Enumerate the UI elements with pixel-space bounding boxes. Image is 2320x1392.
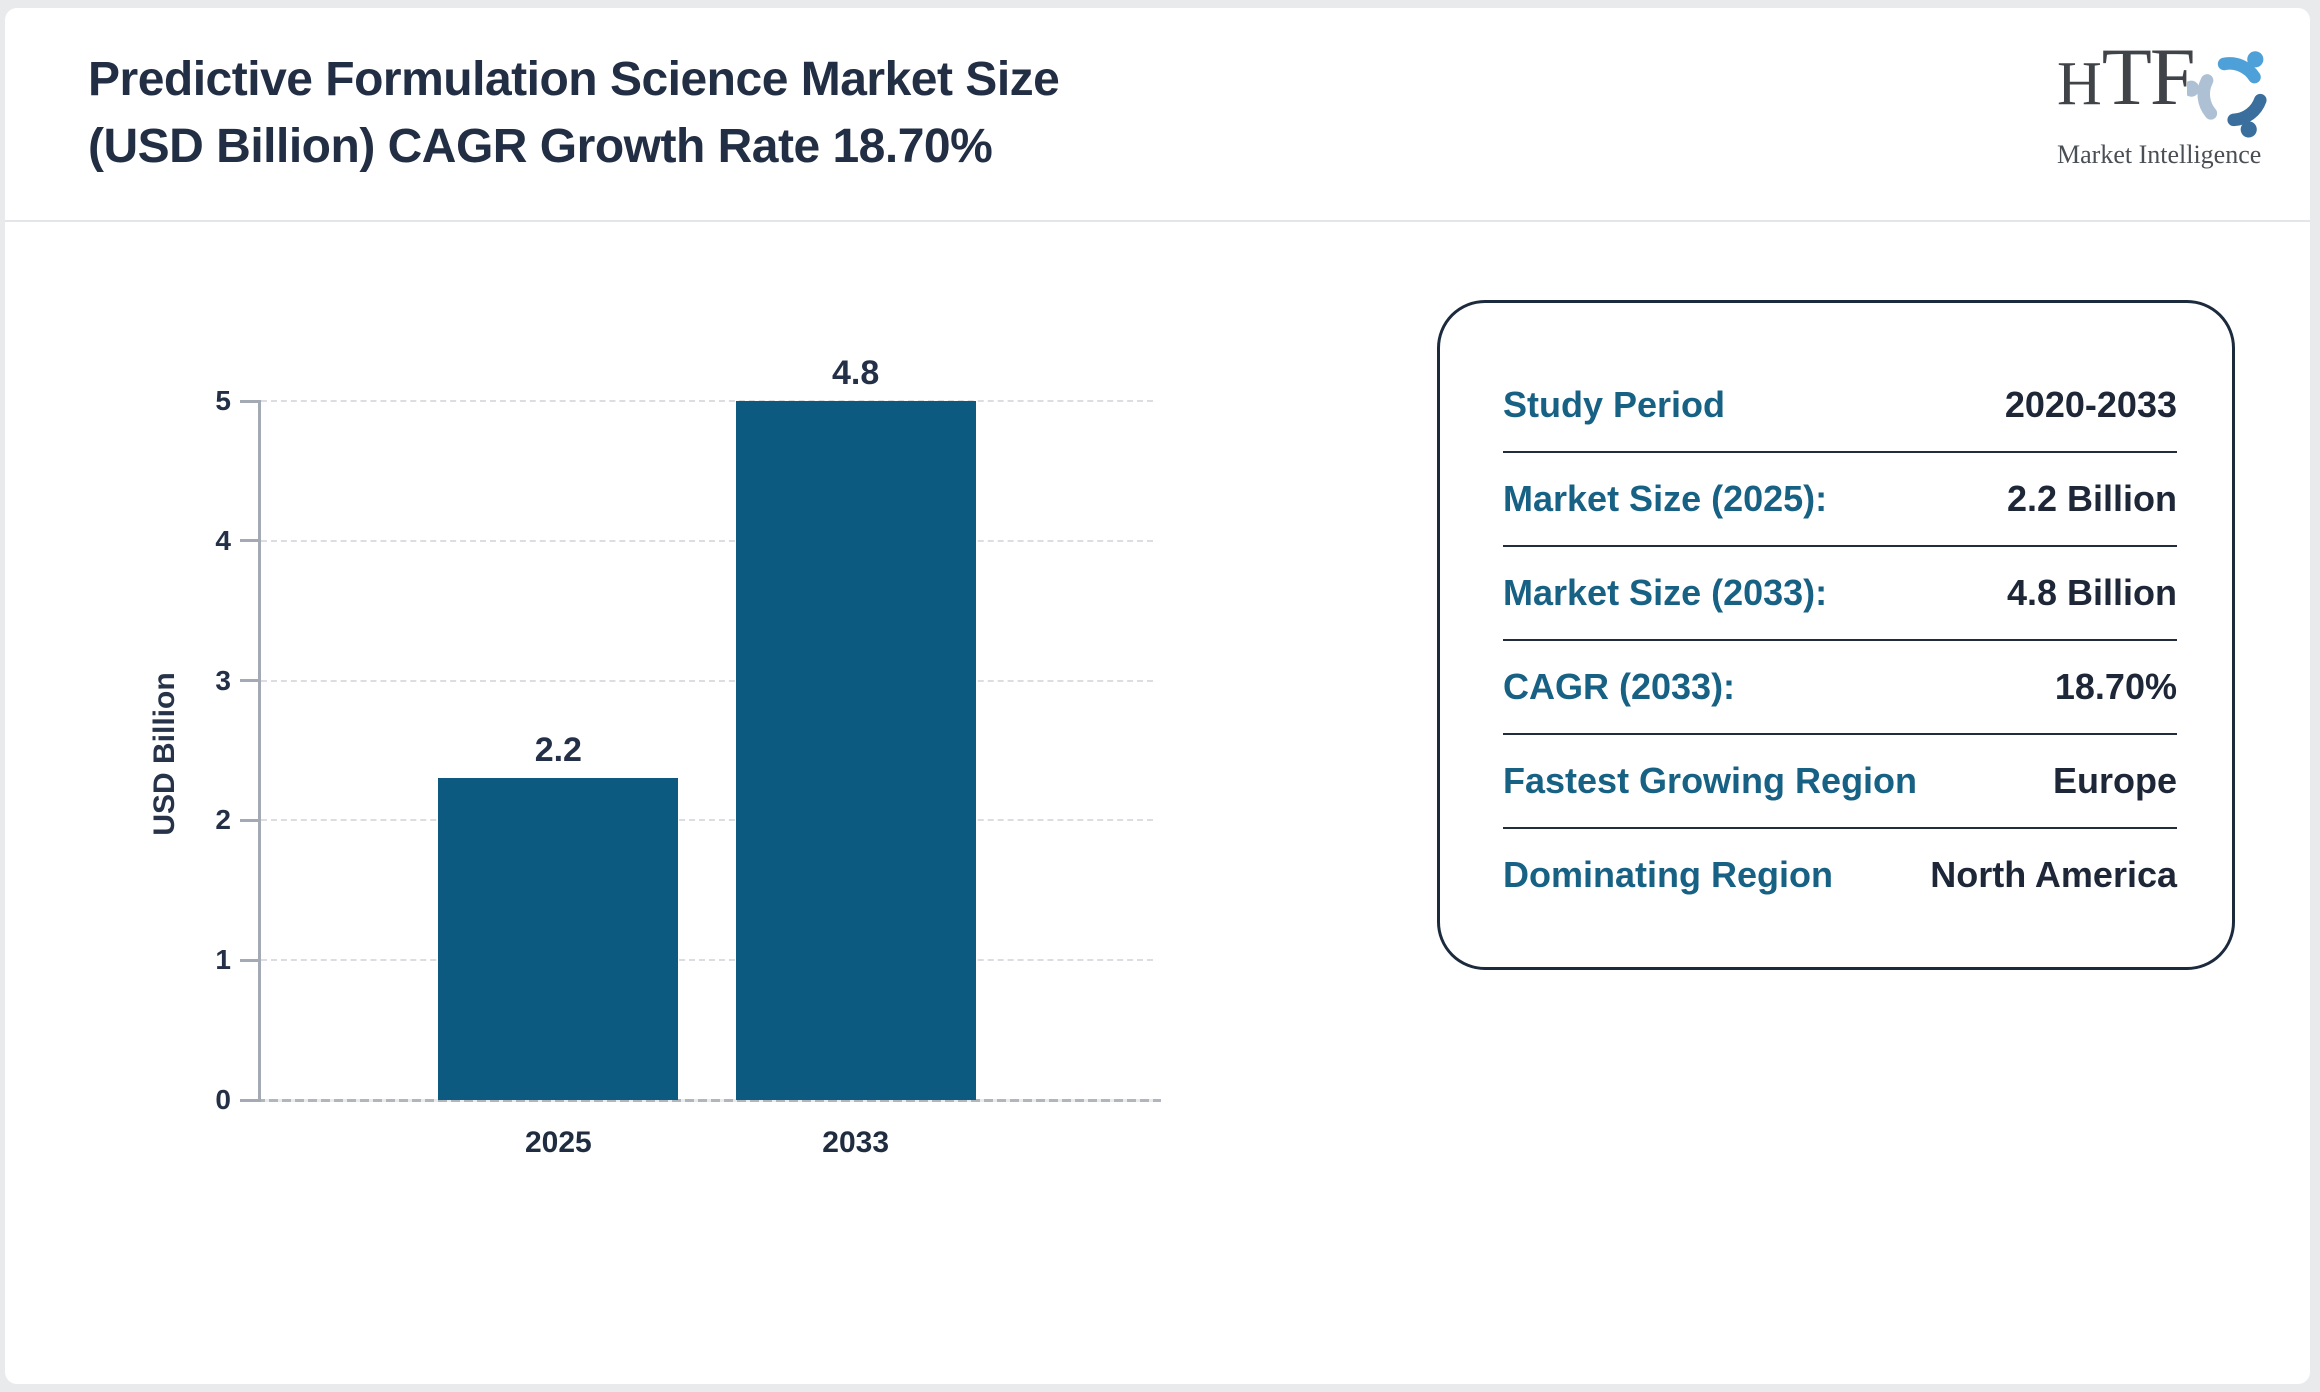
x-tick-label: 2025 [524,1126,592,1159]
report-card: Predictive Formulation Science Market Si… [5,8,2310,1384]
y-axis-tick [240,958,261,962]
info-row-value: 4.8 Billion [2006,572,2177,613]
gridline [261,539,1153,542]
gridline [261,819,1153,822]
info-row: Fastest Growing Region Europe [1503,735,2177,829]
info-row-label: Dominating Region [1503,854,1833,895]
bar-2033 [735,401,976,1100]
bar-2025 [438,778,679,1100]
page-title-line2: (USD Billion) CAGR Growth Rate 18.70% [88,120,993,174]
gridline [261,679,1153,682]
info-row-value: North America [1930,854,2177,895]
bar-value-label: 4.8 [832,354,880,392]
y-axis-tick [240,818,261,822]
info-row-value: 2.2 Billion [2006,478,2177,519]
info-row-value: 2020-2033 [2004,384,2177,425]
info-row: Market Size (2025): 2.2 Billion [1503,453,2177,547]
gridline [261,400,1153,402]
info-row-label: Fastest Growing Region [1503,760,1918,801]
x-tick-label: 2033 [822,1126,890,1159]
y-axis-tick [240,679,261,683]
bar-value-label: 2.2 [534,731,582,770]
info-row-label: CAGR (2033): [1503,666,1736,707]
y-axis-tick [240,1098,261,1102]
y-tick-label: 4 [215,524,231,556]
info-row-value: Europe [2052,760,2177,801]
info-row-label: Market Size (2033): [1503,572,1828,613]
htf-swirl-icon [2187,51,2268,138]
page-title-line1: Predictive Formulation Science Market Si… [88,53,1060,106]
htf-logo-text: HTF [2057,31,2195,122]
info-row-value: 18.70% [2054,666,2177,707]
y-axis-tick [240,399,261,403]
logo-tagline: Market Intelligence [2057,140,2262,169]
y-axis-title: USD Billion [148,672,181,836]
info-row-label: Study Period [1503,384,1726,425]
page-title: Predictive Formulation Science Market Si… [88,46,1060,180]
info-row: CAGR (2033): 18.70% [1503,641,2177,735]
y-tick-label: 5 [215,385,231,416]
y-tick-label: 3 [215,664,231,696]
header-divider [5,220,2310,222]
x-axis-line [243,1099,1161,1102]
info-row: Market Size (2033): 4.8 Billion [1503,547,2177,641]
y-axis-tick [240,539,261,543]
info-panel: Study Period 2020-2033 Market Size (2025… [1437,300,2235,970]
y-tick-label: 0 [215,1084,231,1115]
htf-logo: HTF Market Inte [2057,36,2277,170]
info-row: Dominating Region North America [1503,829,2177,921]
info-row: Study Period 2020-2033 [1503,359,2177,453]
y-tick-label: 1 [215,944,231,976]
info-row-label: Market Size (2025): [1503,478,1828,519]
plot-area: 0 1 2 3 4 5 2.2 2025 4.8 2033 [215,354,1161,1159]
y-tick-label: 2 [215,804,231,836]
gridline [261,959,1153,962]
